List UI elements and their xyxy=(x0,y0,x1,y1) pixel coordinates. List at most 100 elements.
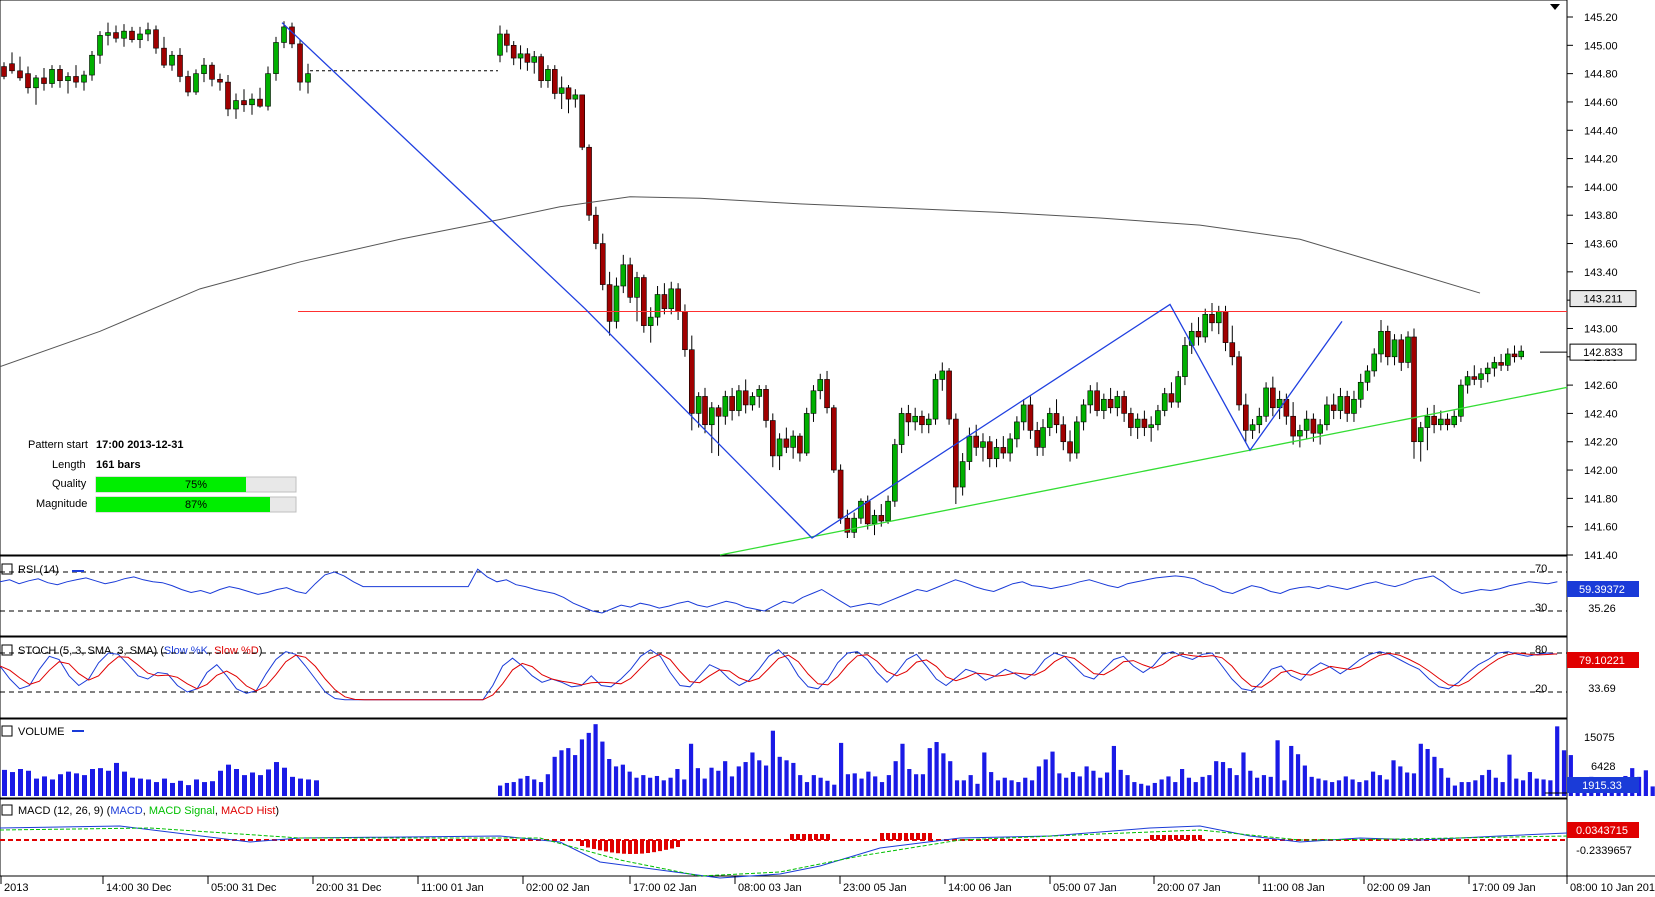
macd-hist-bar xyxy=(646,840,650,854)
candle-body xyxy=(1444,418,1451,426)
macd-hist-bar xyxy=(808,834,812,840)
candle-body xyxy=(769,420,776,457)
volume-bar xyxy=(1480,775,1485,796)
candle-body xyxy=(1451,415,1457,426)
volume-bar xyxy=(34,778,39,796)
candle-body xyxy=(185,76,191,93)
volume-bar xyxy=(695,768,700,796)
volume-bar xyxy=(1384,779,1389,796)
candle-body xyxy=(756,389,763,397)
macd-hist-bar xyxy=(1192,835,1196,840)
volume-bar xyxy=(927,748,932,796)
time-tick-label: 02:00 09 Jan xyxy=(1367,882,1431,894)
candle-body xyxy=(790,435,796,448)
macd-hist-bar xyxy=(796,834,800,840)
candle-body xyxy=(49,69,55,84)
time-tick-label: 17:00 02 Jan xyxy=(633,882,697,894)
macd-hist-bar xyxy=(886,833,890,840)
volume-bar xyxy=(975,783,980,796)
volume-close-icon[interactable] xyxy=(1,725,13,737)
price-badge-text: 142.833 xyxy=(1583,347,1623,359)
macd-panel: MACD (12, 26, 9) (MACD, MACD Signal, MAC… xyxy=(0,804,1639,879)
candle-body xyxy=(273,42,279,74)
price-candles xyxy=(1,21,1524,539)
macd-label: MACD (12, 26, 9) (MACD, MACD Signal, MAC… xyxy=(18,805,279,817)
rsi-label: RSI (14) xyxy=(18,564,59,576)
candle-body xyxy=(647,316,654,326)
stoch-k-line xyxy=(0,649,1558,701)
candle-body xyxy=(912,415,918,423)
macd-hist-bar xyxy=(1174,835,1178,840)
price-axis: 145.20 145.00 144.80 144.60 144.40 144.20 144.… xyxy=(1540,12,1637,562)
candle-body xyxy=(1310,418,1317,434)
volume-bar xyxy=(1370,771,1376,796)
candle-body xyxy=(572,94,579,100)
volume-bar xyxy=(1132,782,1137,796)
volume-bar xyxy=(1309,776,1314,796)
candle-body xyxy=(538,56,544,82)
macd-hist-bar xyxy=(814,834,818,840)
candle-body xyxy=(201,64,207,74)
volume-bar xyxy=(1091,770,1096,796)
volume-bar xyxy=(178,780,183,796)
candle-body xyxy=(871,515,878,525)
candle-body xyxy=(81,74,87,83)
time-tick-label: 20:00 07 Jan xyxy=(1157,882,1221,894)
macd-hist-bar xyxy=(880,833,884,840)
candle-body xyxy=(688,349,695,414)
candle-body xyxy=(551,69,558,94)
volume-bar xyxy=(1043,759,1048,796)
candle-body xyxy=(824,379,830,409)
volume-bar xyxy=(282,767,287,796)
volume-bar xyxy=(1364,780,1369,796)
rsi-line xyxy=(0,568,1558,614)
volume-bar xyxy=(1009,780,1014,796)
candle-body xyxy=(1405,336,1411,363)
pattern-length-label: Length xyxy=(52,459,86,471)
macd-close-icon[interactable] xyxy=(1,804,13,816)
candle-body xyxy=(1067,441,1073,454)
volume-bar xyxy=(627,771,632,796)
volume-bar xyxy=(873,776,878,796)
candle-body xyxy=(776,438,783,457)
macd-hist-bar xyxy=(622,840,626,854)
volume-bar xyxy=(716,770,721,796)
macd-hist-bar xyxy=(640,840,644,854)
candle-body xyxy=(682,311,688,351)
price-tick-label: 144.00 xyxy=(1584,182,1618,194)
candle-body xyxy=(1101,398,1107,411)
volume-bar xyxy=(518,778,523,796)
volume-bar xyxy=(1200,776,1205,796)
volume-bar xyxy=(552,756,557,796)
volume-bar xyxy=(1295,754,1301,796)
time-tick-label: 20:00 31 Dec xyxy=(316,882,382,894)
volume-bar xyxy=(66,771,71,796)
candle-body xyxy=(1303,418,1310,431)
volume-bar xyxy=(1439,768,1444,796)
candle-body xyxy=(742,390,749,406)
time-tick-label: 14:00 06 Jan xyxy=(948,882,1012,894)
volume-bar xyxy=(941,753,946,796)
candle-body xyxy=(161,47,167,66)
candle-body xyxy=(289,26,295,45)
time-tick-label: 2013 xyxy=(4,882,28,894)
candle-body xyxy=(1161,393,1168,411)
candle-body xyxy=(524,53,531,63)
candle-body xyxy=(1371,353,1378,372)
candle-body xyxy=(1391,339,1398,358)
volume-bar xyxy=(1534,778,1539,796)
candle-body xyxy=(25,73,31,89)
price-tick-label: 142.20 xyxy=(1584,437,1618,449)
volume-bar xyxy=(1234,775,1239,796)
volume-bar xyxy=(1118,769,1123,796)
volume-bar xyxy=(1302,765,1307,796)
volume-bar xyxy=(593,724,598,796)
stoch-close-icon[interactable] xyxy=(1,644,13,656)
candle-body xyxy=(1484,367,1491,375)
candle-body xyxy=(1297,430,1303,437)
candle-body xyxy=(905,413,912,423)
rsi-close-icon[interactable] xyxy=(1,563,13,575)
candle-body xyxy=(1087,390,1094,406)
volume-bar xyxy=(1411,773,1417,796)
